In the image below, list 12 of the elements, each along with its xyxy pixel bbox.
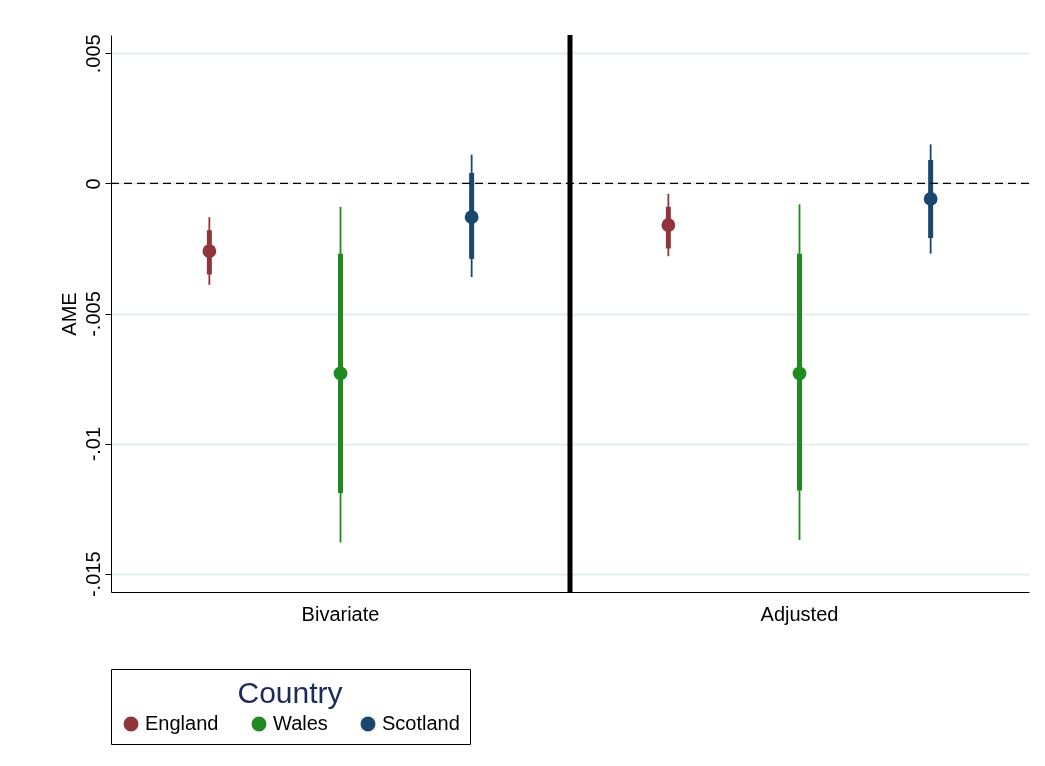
legend-title: Country — [237, 676, 343, 709]
y-tick-label: -.005 — [81, 291, 104, 337]
y-tick-label: .005 — [81, 34, 104, 74]
legend-label: Scotland — [382, 712, 460, 734]
legend-label: England — [145, 712, 219, 734]
y-axis-title: AME — [57, 292, 80, 336]
x-tick-label: Bivariate — [301, 602, 380, 625]
x-tick-label: Adjusted — [760, 602, 839, 625]
legend-label: Wales — [273, 712, 328, 734]
y-tick-label: -.01 — [81, 426, 104, 462]
y-tick-label: 0 — [81, 178, 104, 190]
y-tick-label: -.015 — [81, 551, 104, 598]
